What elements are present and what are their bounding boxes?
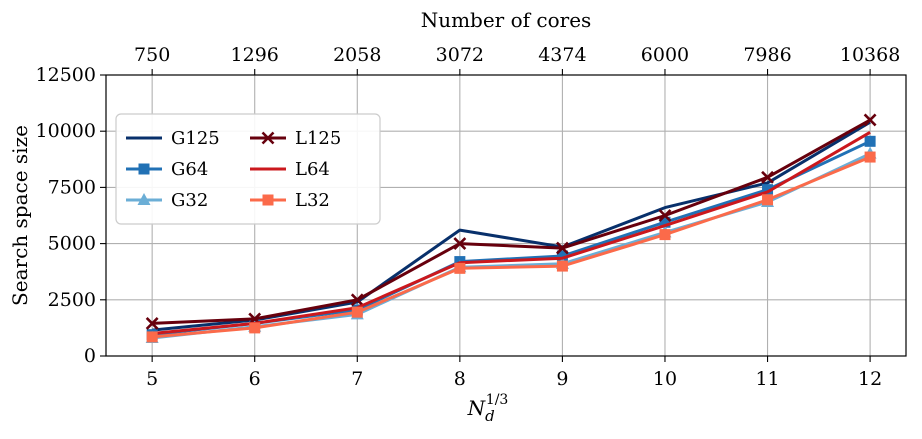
data-point <box>350 293 364 307</box>
data-point <box>249 322 261 334</box>
y-tick-label: 2500 <box>48 289 96 311</box>
y-tick-label: 5000 <box>48 233 96 255</box>
x-tick-label: 5 <box>146 368 158 390</box>
top-axis-title: Number of cores <box>421 8 592 32</box>
data-point <box>454 262 466 274</box>
series-l64 <box>152 131 871 335</box>
legend-marker <box>138 163 150 175</box>
data-point <box>659 229 671 241</box>
top-tick-label: 3072 <box>436 44 484 66</box>
legend-item-l125: L125 <box>250 128 341 149</box>
x-tick-label: 6 <box>249 368 261 390</box>
legend-label: G125 <box>171 128 220 149</box>
x-axis-title-base: N <box>467 396 487 420</box>
y-tick-label: 12500 <box>36 64 96 86</box>
legend-box <box>115 113 381 225</box>
series-lines <box>145 113 877 344</box>
x-tick-label: 11 <box>755 368 779 390</box>
data-point <box>556 260 568 272</box>
data-point <box>659 216 671 228</box>
legend-item-g64: G64 <box>126 159 208 180</box>
data-point <box>864 135 876 147</box>
legend-marker <box>261 131 275 145</box>
x-tick-label: 10 <box>653 368 677 390</box>
top-tick-label: 1296 <box>231 44 279 66</box>
legend-marker <box>137 193 151 205</box>
plot-frame <box>105 74 907 357</box>
top-tick-label: 750 <box>134 44 170 66</box>
legend: G125 G64 G32 L125 L64 L32 <box>115 113 381 225</box>
data-point <box>864 151 876 163</box>
top-tick-label: 6000 <box>641 44 689 66</box>
y-tick-label: 0 <box>84 345 96 367</box>
y-tick-label: 7500 <box>48 176 96 198</box>
top-tick-label: 4374 <box>538 44 586 66</box>
legend-label: L125 <box>295 128 341 149</box>
legend-item-l32: L32 <box>250 190 330 211</box>
legend-label: G64 <box>171 159 208 180</box>
data-point <box>658 209 672 222</box>
legend-item-g32: G32 <box>126 190 208 211</box>
series-l125 <box>145 113 877 330</box>
x-axis-title-subscript: d <box>485 407 495 425</box>
legend-item-g125: G125 <box>126 128 220 149</box>
x-tick-label: 12 <box>858 368 882 390</box>
x-tick-label: 8 <box>454 368 466 390</box>
series-l32 <box>146 151 876 343</box>
tick-labels: 5 750 6 1296 7 2058 8 3072 9 4374 10 6000 11 7986 12 10… <box>36 44 901 390</box>
data-point <box>863 113 877 127</box>
y-axis-title: Search space size <box>8 125 32 306</box>
top-tick-label: 7986 <box>743 44 791 66</box>
x-tick-label: 9 <box>556 368 568 390</box>
data-point <box>762 184 774 196</box>
x-tick-label: 7 <box>351 368 363 390</box>
top-tick-label: 10368 <box>840 44 900 66</box>
legend-item-l64: L64 <box>250 159 330 180</box>
data-point <box>145 316 159 330</box>
series-line <box>152 131 871 335</box>
legend-label: G32 <box>171 190 208 211</box>
series-line <box>152 118 871 325</box>
data-point <box>351 306 363 318</box>
top-tick-label: 2058 <box>333 44 381 66</box>
legend-label: L32 <box>295 190 330 211</box>
data-point <box>555 241 569 255</box>
x-axis-title: Nd1/3 <box>467 392 509 425</box>
data-point <box>453 237 467 251</box>
data-point <box>762 194 774 206</box>
legend-label: L64 <box>295 159 330 180</box>
legend-marker <box>262 194 274 206</box>
x-axis-title-superscript: 1/3 <box>486 392 509 408</box>
tick-marks <box>100 69 871 362</box>
data-point <box>556 250 568 262</box>
data-point <box>146 331 158 343</box>
series-line <box>152 155 871 339</box>
data-point <box>761 170 774 184</box>
y-tick-label: 10000 <box>36 120 96 142</box>
